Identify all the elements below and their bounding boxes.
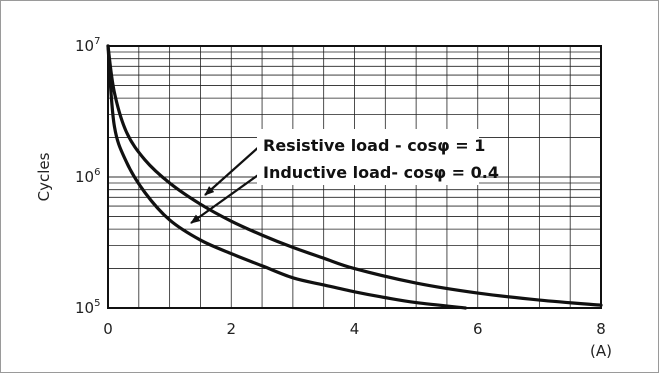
- curve-inductive-load: [106, 44, 468, 310]
- arrow-resistive-load: [204, 144, 262, 196]
- annotation-background: [257, 129, 479, 185]
- x-tick-label: 2: [226, 320, 236, 338]
- annotation-inductive-load: Inductive load- cosφ = 0.4: [263, 163, 499, 182]
- y-axis-label: Cycles: [35, 152, 53, 201]
- y-tick-label: 105: [75, 298, 100, 317]
- y-tick-label: 107: [75, 36, 100, 55]
- x-axis-unit: (A): [590, 342, 612, 360]
- plot-border: [107, 45, 602, 309]
- x-tick-label: 8: [596, 320, 606, 338]
- y-tick-label: 106: [75, 167, 100, 186]
- x-tick-label: 6: [473, 320, 483, 338]
- curve-resistive-load: [106, 44, 603, 307]
- x-tick-label: 4: [350, 320, 360, 338]
- x-tick-label: 0: [103, 320, 113, 338]
- annotation-resistive-load: Resistive load - cosφ = 1: [263, 136, 485, 155]
- arrow-inductive-load: [190, 172, 262, 224]
